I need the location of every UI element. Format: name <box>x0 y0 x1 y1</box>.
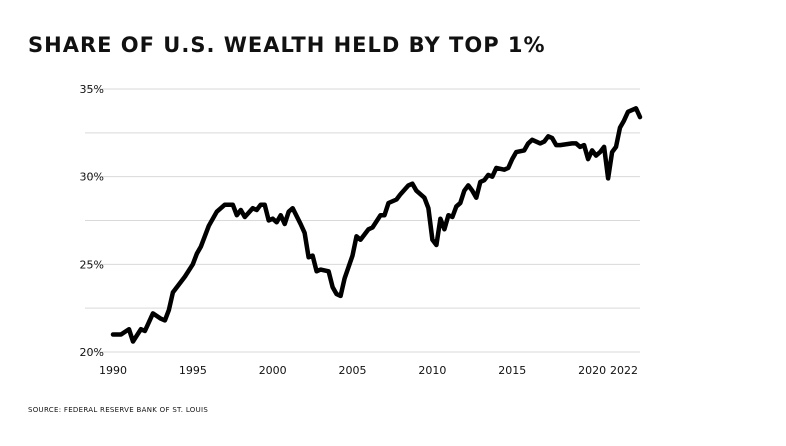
chart-title: SHARE OF U.S. WEALTH HELD BY TOP 1% <box>28 33 546 57</box>
y-tick-label: 25% <box>80 258 104 271</box>
x-tick-label: 2020 <box>578 364 606 377</box>
x-tick-label: 1990 <box>99 364 127 377</box>
x-tick-label: 1995 <box>179 364 207 377</box>
x-tick-label: 2005 <box>339 364 367 377</box>
x-tick-label: 2015 <box>498 364 526 377</box>
y-tick-label: 20% <box>80 346 104 359</box>
y-tick-label: 30% <box>80 171 104 184</box>
x-tick-label: 2022 <box>610 364 638 377</box>
x-tick-label: 2010 <box>418 364 446 377</box>
source: SOURCE: FEDERAL RESERVE BANK OF ST. LOUI… <box>28 406 208 414</box>
line <box>110 106 643 344</box>
y-tick-label: 35% <box>80 83 104 96</box>
x-tick-label: 2000 <box>259 364 287 377</box>
